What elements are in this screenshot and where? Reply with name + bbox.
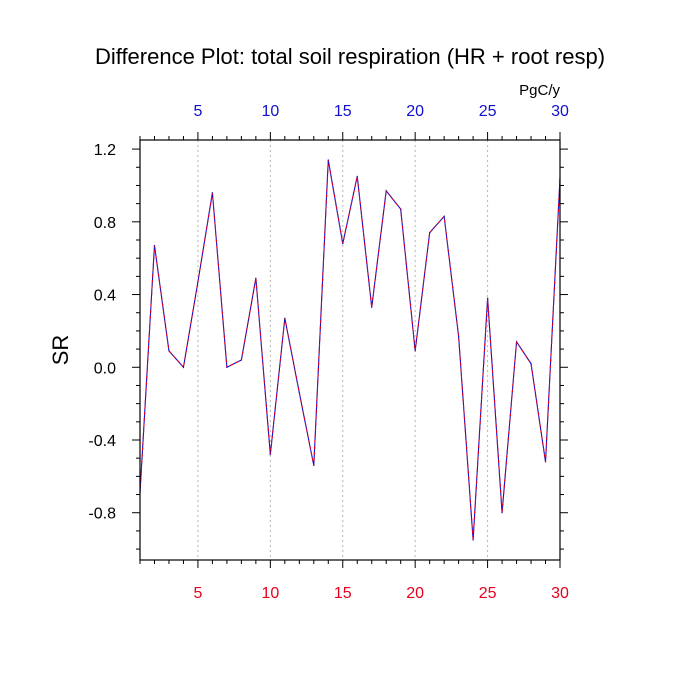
data-point — [472, 539, 474, 541]
data-point — [486, 297, 489, 299]
x-tick-label-bottom: 20 — [406, 585, 424, 602]
plot-frame — [139, 139, 561, 561]
data-series — [139, 159, 561, 541]
data-point — [240, 359, 242, 361]
y-tick-label: 0.8 — [94, 215, 116, 232]
x-tick-label-top: 25 — [479, 103, 497, 120]
data-point — [544, 461, 547, 463]
y-tick-label: 1.2 — [94, 142, 116, 159]
x-tick-label-bottom: 5 — [193, 585, 202, 602]
data-point — [429, 232, 431, 234]
y-tick-label: -0.4 — [88, 433, 116, 450]
x-tick-label-top: 5 — [193, 103, 202, 120]
x-tick-label-top: 10 — [261, 103, 279, 120]
gridlines — [197, 140, 489, 560]
data-point — [342, 243, 344, 245]
data-point — [371, 306, 373, 308]
data-point — [530, 363, 532, 365]
data-point — [298, 392, 300, 394]
data-point — [385, 190, 387, 192]
data-point — [284, 317, 286, 319]
data-point — [515, 341, 518, 343]
axis-ticks — [132, 132, 568, 568]
x-tick-label-bottom: 30 — [551, 585, 569, 602]
x-tick-label-bottom: 10 — [261, 585, 279, 602]
series-line-red — [139, 159, 561, 541]
x-tick-label-bottom: 15 — [334, 585, 352, 602]
data-point — [168, 350, 170, 352]
units-label: PgC/y — [519, 82, 560, 99]
tick-labels: 5 5 10 10 15 15 20 20 25 25 30 30 1.2 0.8 0.4 0.0 -0.4 -0… — [88, 103, 569, 602]
data-point — [153, 244, 156, 247]
data-point — [313, 464, 315, 467]
data-point — [226, 366, 228, 368]
series-line-blue — [139, 159, 561, 541]
x-tick-label-top: 15 — [334, 103, 352, 120]
data-point — [443, 215, 445, 217]
data-point — [327, 159, 329, 161]
x-tick-label-top: 20 — [406, 103, 424, 120]
data-point — [400, 208, 402, 210]
data-point — [414, 350, 416, 352]
data-point — [501, 512, 503, 514]
data-point — [197, 281, 199, 283]
x-tick-label-bottom: 25 — [479, 585, 497, 602]
data-point — [211, 192, 214, 194]
data-point — [458, 335, 460, 337]
y-tick-label: 0.0 — [94, 360, 116, 377]
chart-title: Difference Plot: total soil respiration … — [95, 44, 605, 69]
data-point — [182, 366, 185, 368]
data-point — [255, 277, 257, 279]
y-tick-label: -0.8 — [88, 506, 116, 523]
data-point — [269, 453, 271, 456]
x-tick-label-top: 30 — [551, 103, 569, 120]
data-point — [356, 175, 358, 177]
y-tick-label: 0.4 — [94, 288, 116, 305]
y-axis-label: SR — [48, 335, 73, 366]
